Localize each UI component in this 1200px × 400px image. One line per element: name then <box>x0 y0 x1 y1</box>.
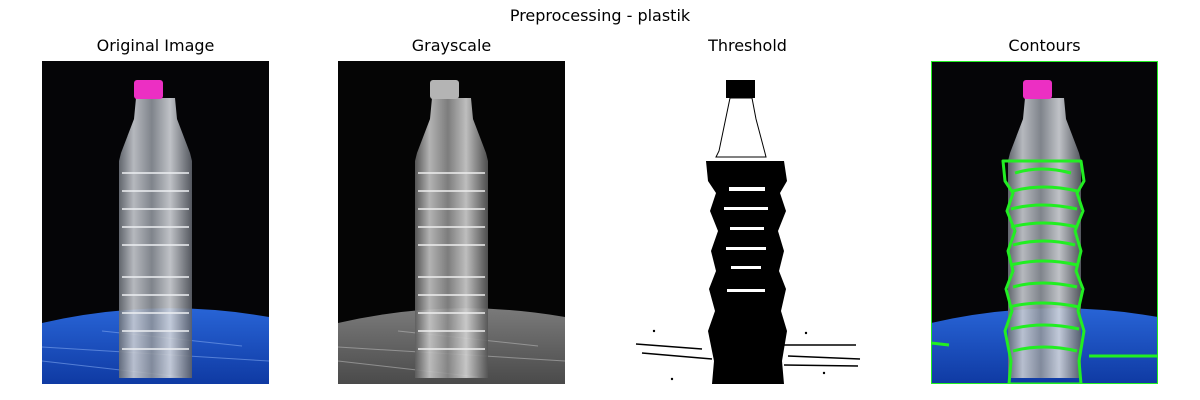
bottle-cap <box>1023 80 1052 99</box>
bottle-cap <box>134 80 163 99</box>
figure-title: Preprocessing - plastik <box>509 6 691 25</box>
contour-frame <box>931 61 1158 384</box>
threshold-bottle-image <box>634 61 861 384</box>
bottle-cap <box>430 80 459 99</box>
panel-title-grayscale: Grayscale <box>411 36 492 55</box>
panel-title-contours: Contours <box>1008 36 1081 55</box>
original-image-panel <box>42 61 269 384</box>
grayscale-bottle-image <box>338 61 565 384</box>
contours-image-panel <box>931 61 1158 384</box>
original-bottle-image <box>42 61 269 384</box>
contours-bottle-image <box>931 61 1158 384</box>
panel-title-threshold: Threshold <box>708 36 787 55</box>
panel-title-original: Original Image <box>96 36 215 55</box>
grayscale-image-panel <box>338 61 565 384</box>
threshold-image-panel <box>634 61 861 384</box>
contour-overlay <box>931 159 1158 384</box>
